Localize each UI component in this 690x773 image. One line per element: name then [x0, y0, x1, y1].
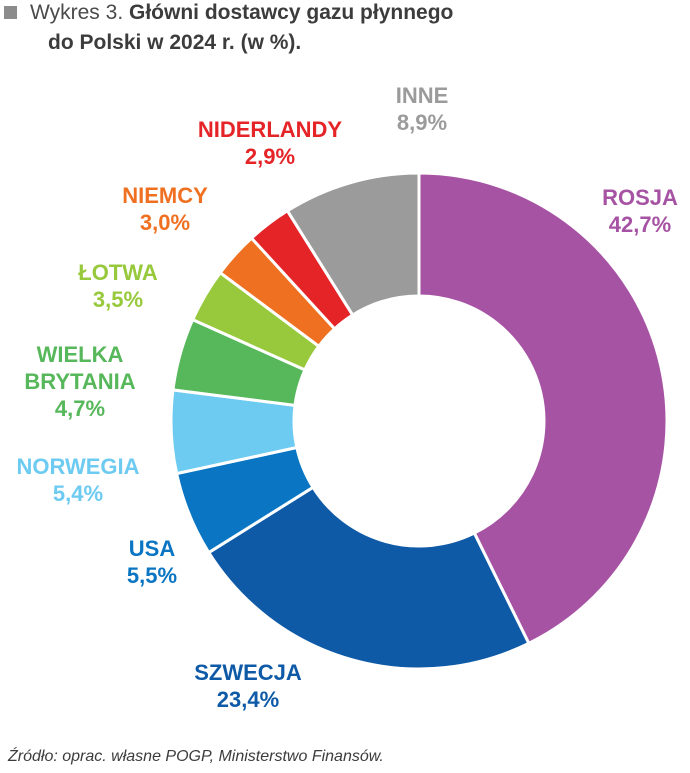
- label-name-wielka-brytania: WIELKA BRYTANIA: [24, 342, 135, 394]
- label-value-szwecja: 23,4%: [217, 687, 279, 712]
- label-name-łotwa: ŁOTWA: [78, 260, 158, 285]
- label-name-niderlandy: NIDERLANDY: [198, 117, 343, 142]
- chart-title-line1: Wykres 3. Główni dostawcy gazu płynnego: [30, 1, 453, 25]
- label-value-norwegia: 5,4%: [53, 481, 103, 506]
- label-name-usa: USA: [129, 536, 176, 561]
- label-value-niemcy: 3,0%: [140, 210, 190, 235]
- label-name-inne: INNE: [396, 83, 449, 108]
- chart-title-prefix: Wykres 3.: [30, 1, 124, 24]
- slice-rosja: [417, 171, 669, 646]
- label-value-wielka-brytania: 4,7%: [55, 396, 105, 421]
- label-name-rosja: ROSJA: [602, 185, 678, 210]
- label-value-łotwa: 3,5%: [93, 287, 143, 312]
- slice-szwecja: [206, 485, 531, 671]
- chart-title-line2: do Polski w 2024 r. (w %).: [48, 31, 302, 54]
- label-value-niderlandy: 2,9%: [245, 144, 295, 169]
- label-name-niemcy: NIEMCY: [122, 183, 208, 208]
- source-note: Źródło: oprac. własne POGP, Ministerstwo…: [8, 748, 384, 765]
- label-value-rosja: 42,7%: [609, 212, 671, 237]
- slice-inne: [285, 171, 421, 318]
- label-name-norwegia: NORWEGIA: [16, 454, 139, 479]
- label-value-inne: 8,9%: [397, 110, 447, 135]
- label-name-szwecja: SZWECJA: [194, 660, 302, 685]
- label-value-usa: 5,5%: [127, 563, 177, 588]
- chart-title-main: Główni dostawcy gazu płynnego: [129, 1, 454, 24]
- title-marker: [4, 6, 17, 19]
